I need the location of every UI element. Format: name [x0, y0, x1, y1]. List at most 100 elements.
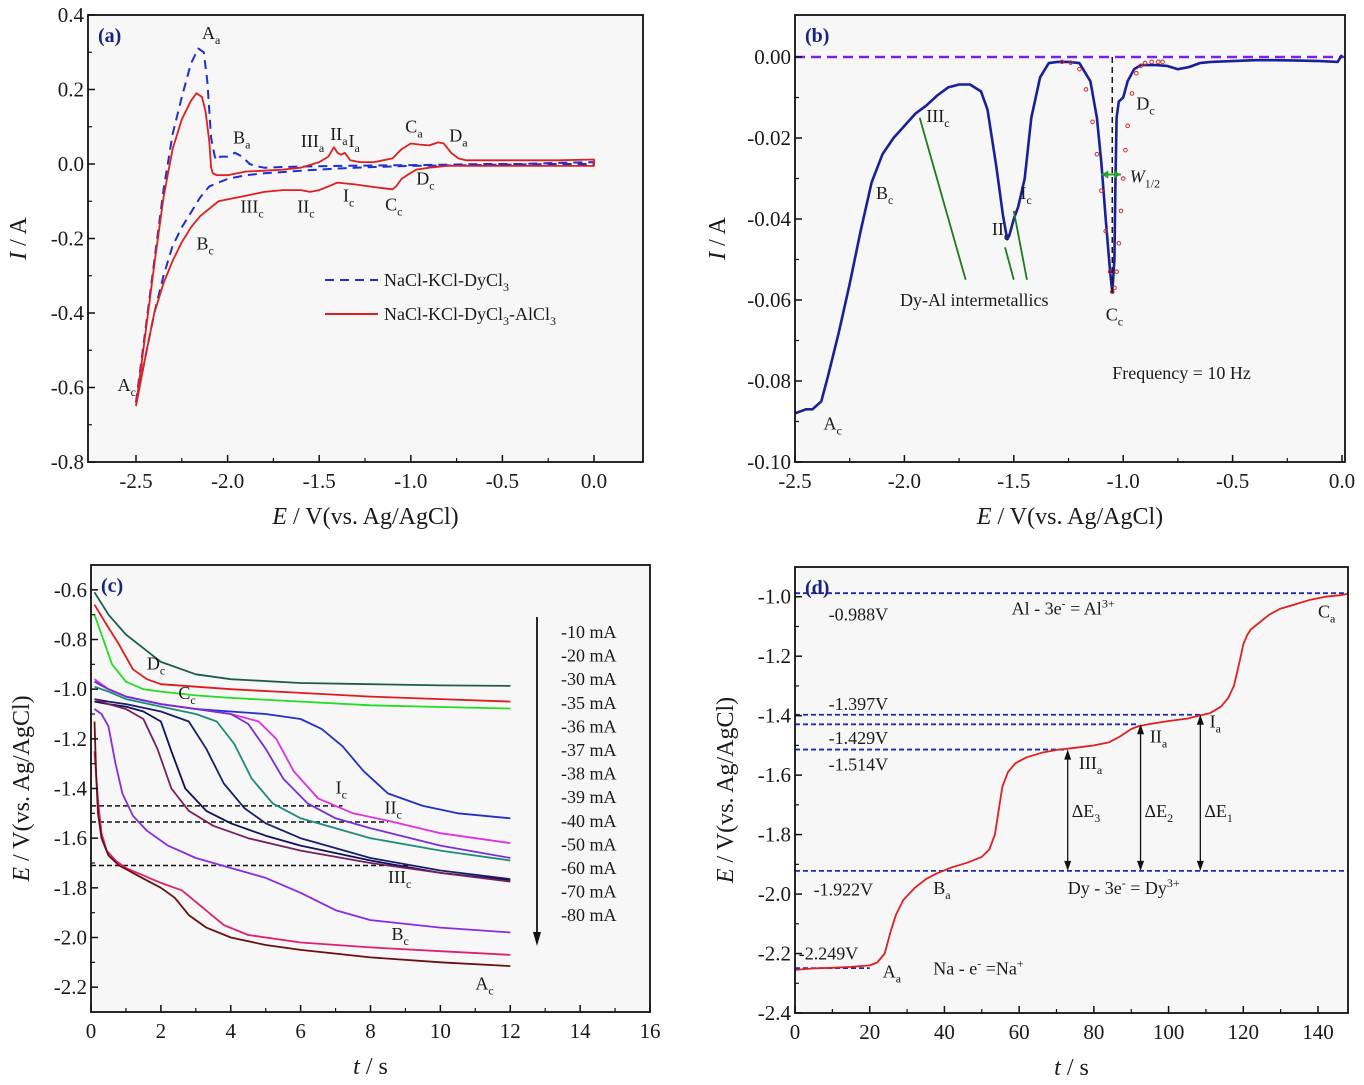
- reference-value-label: -2.249V: [799, 944, 859, 964]
- pointer-line: [918, 117, 967, 280]
- y-tick-label: -1.8: [54, 876, 87, 900]
- plot-content: [795, 592, 1348, 971]
- plot-area: [795, 15, 1345, 462]
- peak-label: Ia: [349, 131, 361, 155]
- series-line--20-ma: [93, 604, 511, 703]
- peak-label: Bc: [391, 924, 408, 948]
- peak-label: Ic: [343, 185, 354, 209]
- peak-label: Ac: [475, 974, 493, 998]
- delta-e-label: ΔE2: [1145, 801, 1174, 825]
- series-line--38-ma: [94, 685, 511, 862]
- peak-label: IIa: [330, 124, 348, 148]
- fit-point: [1138, 63, 1144, 69]
- arrow-down-icon: [533, 932, 541, 946]
- fit-point: [1083, 87, 1089, 92]
- peak-label: Bc: [196, 234, 213, 258]
- arrow-head-right-icon: [1114, 170, 1122, 179]
- y-tick-label: -0.04: [747, 207, 791, 231]
- y-tick-label: -0.02: [747, 126, 791, 150]
- series-line--30-ma: [93, 614, 511, 710]
- y-tick-label: -0.4: [51, 301, 85, 325]
- legend-entry: -30 mA: [561, 669, 617, 689]
- peak-label: Ca: [405, 116, 423, 140]
- fit-point: [1149, 59, 1154, 65]
- series-line-nacl-kcl-dycl: [135, 47, 595, 403]
- arrow-up-icon: [1137, 724, 1145, 735]
- y-tick-label: -2.0: [54, 926, 87, 950]
- chart-panel-d: 0 20 40 60 80 100 120 140 -2.4 -2.2 -2.0 -1.8 -1.6 -1…: [713, 566, 1349, 1081]
- fit-point: [1125, 123, 1130, 129]
- x-tick-label: -1.0: [1107, 469, 1140, 493]
- frequency-label: Frequency = 10 Hz: [1112, 363, 1251, 383]
- chart-panel-a: -2.5 -2.0 -1.5 -1.0 -0.5 0.0 -0.8 -0.6 -0.4 -0.2 0…: [6, 3, 644, 530]
- y-axis-title: I / A: [6, 217, 32, 261]
- series-line-open-circuit-potential: [795, 592, 1348, 971]
- peak-label: Ca: [1318, 602, 1336, 626]
- fit-point: [1142, 60, 1148, 66]
- peak-label: Ba: [233, 128, 251, 152]
- x-tick-label: 100: [1153, 1020, 1185, 1044]
- y-tick-label: -0.2: [51, 227, 84, 251]
- x-tick-label: 20: [859, 1020, 880, 1044]
- delta-e-label: ΔE3: [1072, 801, 1101, 825]
- fit-point: [1123, 147, 1128, 153]
- legend-label: NaCl-KCl-DyCl3: [384, 270, 509, 294]
- x-tick-label: 4: [226, 1019, 237, 1043]
- plot-content: [91, 591, 511, 967]
- peak-label: IIIc: [240, 196, 263, 220]
- reaction-equation: Dy - 3e- = Dy3+: [1068, 876, 1180, 898]
- reference-value-label: -1.514V: [829, 755, 889, 775]
- plot-content: [795, 54, 1345, 415]
- y-tick-label: -2.4: [758, 1001, 792, 1025]
- x-tick-label: 0: [790, 1020, 801, 1044]
- peak-label: IIIa: [1079, 753, 1103, 777]
- series-line--40-ma: [94, 700, 511, 882]
- fit-point: [1059, 59, 1065, 65]
- x-tick-label: -2.0: [888, 469, 921, 493]
- y-tick-label: -1.6: [54, 826, 87, 850]
- reference-value-label: -0.988V: [829, 605, 889, 625]
- panel-label: (d): [805, 577, 829, 599]
- x-tick-label: -1.5: [997, 469, 1030, 493]
- x-tick-label: 140: [1302, 1020, 1334, 1044]
- panel-label: (c): [101, 575, 123, 597]
- legend-entry: -20 mA: [561, 646, 617, 666]
- y-tick-label: -0.8: [51, 450, 84, 474]
- pointer-line: [1004, 247, 1015, 280]
- legend: NaCl-KCl-DyCl3 NaCl-KCl-DyCl3-AlCl3: [325, 270, 556, 328]
- peak-label: Ic: [1020, 183, 1031, 207]
- x-tick-label: -0.5: [1216, 469, 1249, 493]
- series-line--10-ma: [93, 591, 511, 687]
- legend-entry: -39 mA: [561, 787, 617, 807]
- peak-label: Ba: [933, 878, 951, 902]
- x-tick-label: -2.5: [119, 469, 152, 493]
- series-line-square-wave-voltammogram: [795, 54, 1344, 415]
- plot-area: [88, 15, 643, 462]
- x-tick-label: 0.0: [1329, 469, 1355, 493]
- y-tick-label: -1.0: [758, 585, 791, 609]
- x-tick-label: -0.5: [486, 469, 519, 493]
- legend-entry: -36 mA: [561, 716, 617, 736]
- y-tick-label: -1.2: [54, 727, 87, 751]
- peak-label: Ac: [118, 375, 136, 399]
- plot-area: [795, 567, 1348, 1013]
- y-tick-label: -1.4: [758, 704, 792, 728]
- peak-label: Dc: [1136, 94, 1154, 118]
- x-tick-label: 0.0: [581, 469, 607, 493]
- legend-entry: -37 mA: [561, 740, 617, 760]
- y-tick-label: -0.6: [54, 578, 87, 602]
- fit-point: [1134, 70, 1139, 76]
- peak-label: Da: [449, 126, 468, 150]
- fit-point: [1077, 66, 1082, 72]
- legend-entry: -80 mA: [561, 905, 617, 925]
- legend-label: NaCl-KCl-DyCl3-AlCl3: [384, 304, 556, 328]
- y-tick-label: -2.0: [758, 882, 791, 906]
- y-tick-label: -0.8: [54, 628, 87, 652]
- arrow-down-icon: [1064, 860, 1072, 871]
- series-line--39-ma: [94, 698, 511, 880]
- plot-content: [135, 47, 595, 407]
- x-tick-label: 6: [295, 1019, 306, 1043]
- peak-label: Dc: [416, 168, 434, 192]
- y-tick-label: -1.6: [758, 763, 791, 787]
